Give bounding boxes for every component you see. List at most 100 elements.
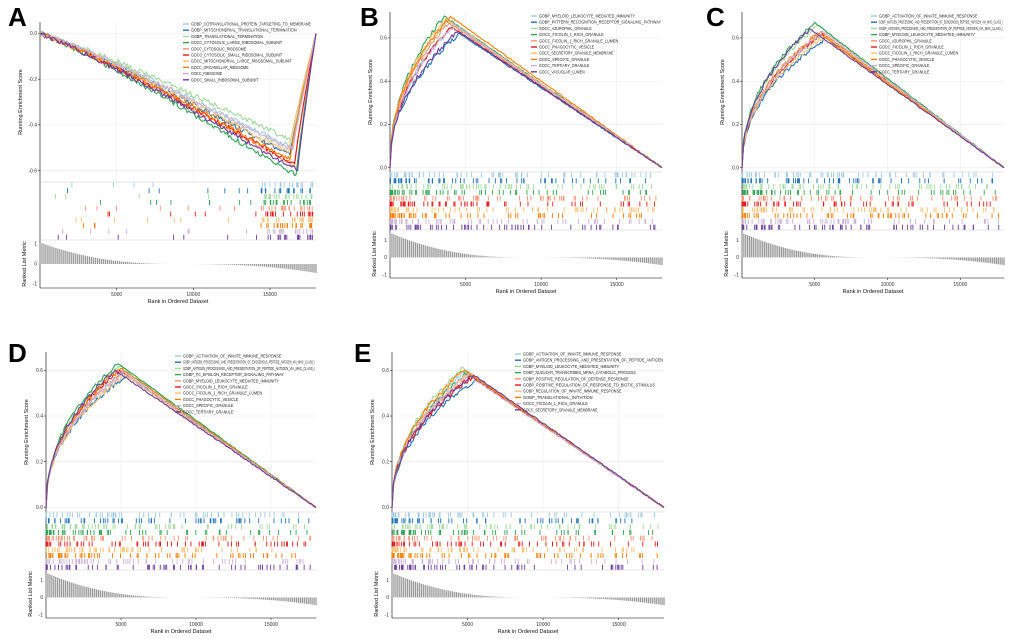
- x-tick-label: 15000: [264, 622, 278, 628]
- hit-row: [741, 213, 999, 219]
- legend-label: GOBP_ANTIGEN_PROCESSING_AND_PRESENTATION…: [183, 360, 315, 365]
- legend-label: GOCC_PHAGOCYTIC_VESICLE: [879, 57, 934, 62]
- metric-tick-label: 1: [736, 238, 739, 244]
- y-tick-label: -0.6: [28, 168, 37, 174]
- legend-label: GOCC_SPECIFIC_GRANULE: [539, 57, 590, 62]
- x-tick-label: 5000: [462, 622, 473, 628]
- hit-row: [389, 201, 656, 207]
- x-tick-label: 5000: [460, 282, 471, 288]
- metric-tick-label: 1: [40, 578, 43, 584]
- hit-row: [100, 199, 311, 205]
- hit-row: [389, 172, 651, 178]
- y-tick-label: -0.4: [28, 123, 37, 129]
- hit-row: [391, 518, 633, 524]
- legend-label: GOCC_CYTOSOLIC_SMALL_RIBOSOMAL_SUBUNIT: [191, 53, 283, 58]
- legend-label: GOBP_TRANSLATIONAL_TERMINATION: [191, 34, 263, 39]
- hit-row: [45, 553, 296, 559]
- x-axis-title: Rank in Ordered Dataset: [843, 289, 904, 295]
- y-tick-label: 0.2: [36, 459, 43, 465]
- hit-row: [45, 564, 311, 570]
- legend: GOBP_MYELOID_LEUKOCYTE_MEDIATED_IMMUNITY…: [531, 14, 661, 74]
- legend-label: GOBP_MYELOID_LEUKOCYTE_MEDIATED_IMMUNITY: [879, 32, 975, 37]
- legend-label: GOBP_MYELOID_LEUKOCYTE_MEDIATED_IMMUNITY: [539, 14, 635, 19]
- metric-axis-title: Ranked List Metric: [28, 571, 34, 617]
- hit-row: [75, 217, 313, 223]
- x-tick-label: 10000: [189, 622, 203, 628]
- es-line: [39, 33, 317, 150]
- ranked-metric-area: [39, 242, 317, 273]
- es-line: [45, 363, 317, 508]
- hit-row: [391, 553, 658, 559]
- legend-label: GOBP_MYELOID_LEUKOCYTE_MEDIATED_IMMUNITY: [523, 364, 619, 369]
- legend-label: GOCC_FICOLIN_1_RICH_GRANULE_LUMEN: [183, 391, 262, 396]
- y-tick-label: 0.2: [382, 459, 389, 465]
- x-tick-label: 10000: [881, 282, 895, 288]
- y-axis-title: Running Enrichment Score: [368, 59, 374, 125]
- legend-label: GOCC_FICOLIN_1_RICH_GRANULE_LUMEN: [539, 38, 618, 43]
- legend-label: GOCC_FICOLIN_1_RICH_GRANULE: [523, 401, 588, 406]
- es-lines: [741, 21, 1005, 169]
- hit-row: [742, 207, 995, 213]
- legend-label: GOCC_AZUROPHIL_GRANULE: [879, 38, 932, 43]
- legend-label: GOBP_ANTIGEN_PROCESSING_AND_PRESENTATION…: [183, 366, 315, 371]
- metric-axis-title: Ranked List Metric: [372, 231, 378, 277]
- es-line: [741, 30, 1005, 169]
- metric-tick-label: -1: [383, 272, 388, 278]
- es-line: [45, 370, 317, 508]
- hit-row: [45, 547, 273, 553]
- hit-row: [391, 547, 635, 553]
- es-line: [741, 30, 1005, 169]
- es-line: [741, 34, 1005, 169]
- metric-tick-label: 0: [40, 595, 43, 601]
- y-tick-label: 0.4: [732, 79, 739, 85]
- legend: GOBP_COTRANSLATIONAL_PROTEIN_TARGETING_T…: [183, 22, 311, 82]
- metric-tick-label: 1: [386, 578, 389, 584]
- hit-row: [393, 564, 658, 570]
- x-tick-label: 5000: [809, 282, 820, 288]
- ranked-metric-area: [391, 572, 665, 606]
- legend-label: GOCC_FICOLIN_1_RICH_GRANULE: [183, 385, 248, 390]
- es-line: [45, 367, 317, 508]
- y-tick-label: 0.0: [30, 31, 37, 37]
- x-tick-label: 15000: [610, 282, 624, 288]
- panel-letter: D: [8, 338, 27, 368]
- legend-label: GOCC_TERTIARY_GRANULE: [879, 69, 930, 74]
- es-lines: [391, 366, 665, 508]
- ranked-metric-area: [45, 572, 317, 606]
- y-tick-label: 0.6: [732, 36, 739, 42]
- x-tick-label: 10000: [534, 282, 548, 288]
- es-lines: [45, 363, 317, 508]
- x-axis-title: Rank in Ordered Dataset: [151, 629, 212, 635]
- hit-row: [391, 558, 655, 564]
- hit-row: [83, 223, 313, 229]
- hit-row: [107, 211, 314, 217]
- hit-row: [57, 234, 313, 240]
- hit-row: [741, 195, 998, 201]
- y-tick-label: 0.6: [380, 36, 387, 42]
- es-line: [389, 19, 663, 169]
- y-tick-label: 0.4: [382, 414, 389, 420]
- legend-label: GOCC_VACUOLAR_LUMEN: [539, 69, 585, 74]
- legend-label: GOCC_CYTOSOLIC_LARGE_RIBOSOMAL_SUBUNIT: [191, 40, 283, 45]
- panel-letter: C: [706, 2, 725, 32]
- metric-tick-label: 0: [34, 262, 37, 268]
- legend-label: GOBP_ANTIGEN_PROCESSING_AND_PRESENTATION…: [879, 26, 1003, 31]
- panel-letter: B: [360, 2, 379, 32]
- hit-row: [45, 512, 300, 518]
- es-line: [389, 33, 663, 169]
- hit-row: [389, 213, 642, 219]
- ranked-metric-area: [741, 232, 1005, 266]
- legend-label: GOBP_POSITIVE_REGULATION_OF_RESPONSE_TO_…: [523, 383, 655, 388]
- hit-row: [45, 518, 310, 524]
- metric-axis-title: Ranked List Metric: [724, 231, 730, 277]
- x-axis-title: Rank in Ordered Dataset: [498, 629, 559, 635]
- hit-row: [46, 535, 311, 541]
- es-line: [45, 369, 317, 508]
- legend-label: GOCC_FICOLIN_1_RICH_GRANULE: [539, 32, 604, 37]
- hit-row: [45, 558, 304, 564]
- hit-row: [392, 541, 658, 547]
- legend-label: GOBP_FC_EPSILON_RECEPTOR_SIGNALING_PATHW…: [183, 372, 284, 377]
- x-tick-label: 5000: [115, 622, 126, 628]
- legend-label: GOCC_MITOCHONDRIAL_LARGE_RIBOSOMAL_SUBUN…: [191, 59, 292, 64]
